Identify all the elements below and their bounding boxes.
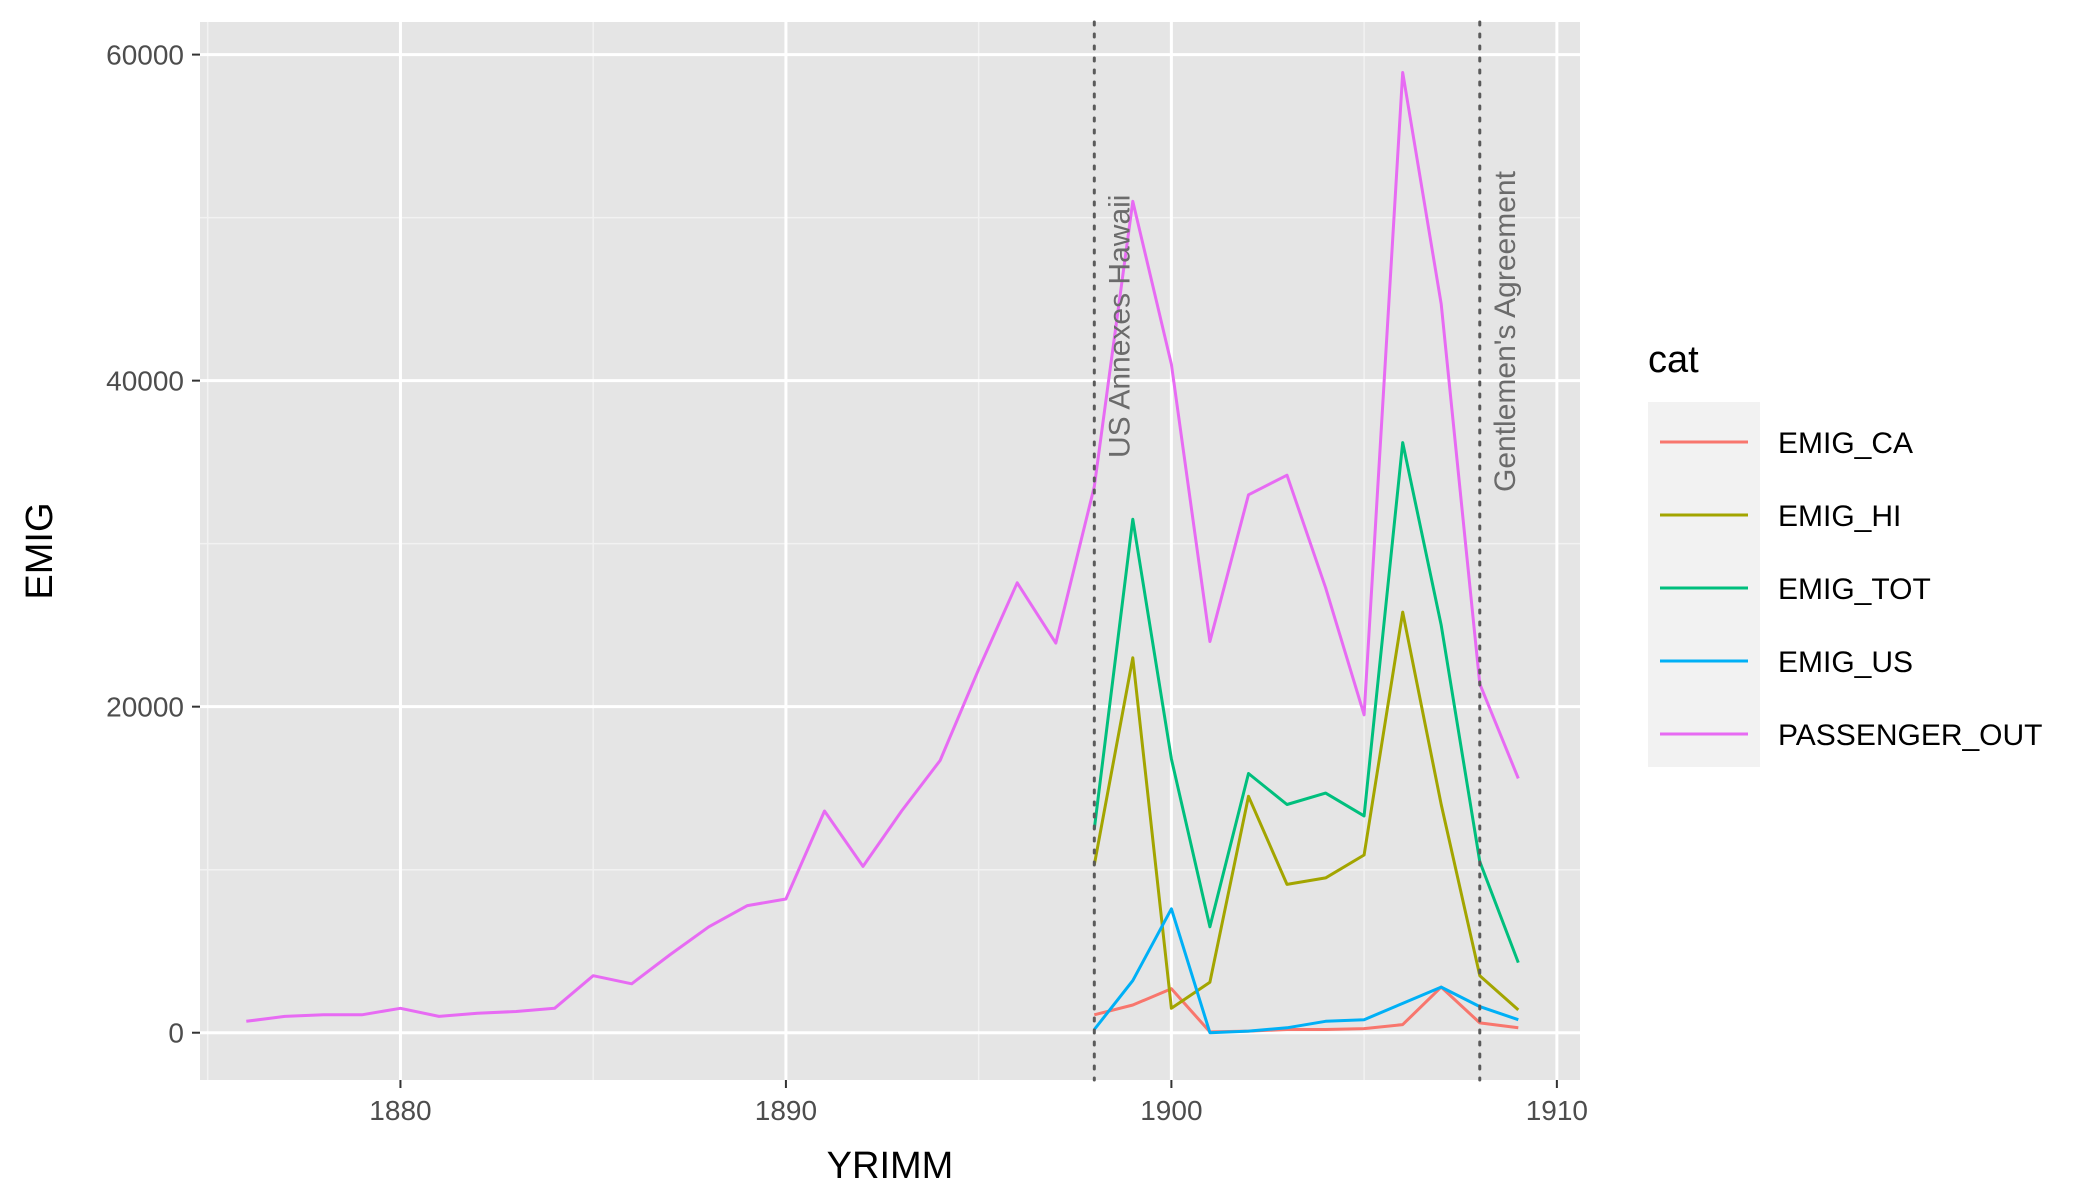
legend-key-background	[1648, 402, 1760, 767]
legend-label: EMIG_CA	[1778, 427, 1913, 460]
x-tick-label: 1880	[369, 1095, 431, 1126]
axis-ticks	[192, 53, 1558, 1088]
x-tick-labels: 1880 1890 1900 1910	[369, 1095, 1588, 1126]
minor-gridlines	[200, 22, 1580, 1080]
y-tick-label: 60000	[106, 40, 184, 71]
legend: cat EMIG_CA EMIG_HI EMIG_TOT EMIG_US PASSENG…	[1648, 339, 2043, 767]
annotation-label: US Annexes Hawaii	[1103, 195, 1136, 458]
panel-background	[200, 22, 1580, 1080]
x-axis-title: YRIMM	[827, 1145, 954, 1187]
x-tick-label: 1900	[1140, 1095, 1202, 1126]
legend-label: EMIG_TOT	[1778, 573, 1931, 606]
x-tick-label: 1890	[755, 1095, 817, 1126]
legend-label: PASSENGER_OUT	[1778, 719, 2043, 752]
series-line-emig-ca	[1093, 985, 1519, 1034]
legend-label: EMIG_HI	[1778, 500, 1901, 533]
annotation-label: Gentlemen's Agreement	[1489, 170, 1522, 492]
x-tick-label: 1910	[1526, 1095, 1588, 1126]
series-line-passenger-out	[246, 71, 1520, 1023]
series-line-emig-tot	[1092, 441, 1520, 964]
series-lines	[246, 71, 1520, 1035]
annotations: US Annexes Hawaii Gentlemen's Agreement	[1092, 20, 1522, 1082]
legend-items: EMIG_CA EMIG_HI EMIG_TOT EMIG_US PASSENGER_O…	[1660, 427, 2043, 752]
series-line-emig-hi	[1092, 610, 1520, 1012]
legend-label: EMIG_US	[1778, 646, 1913, 679]
y-tick-labels: 0 20000 40000 60000	[106, 40, 184, 1049]
y-tick-label: 40000	[106, 366, 184, 397]
legend-title: cat	[1648, 339, 1699, 381]
y-tick-label: 20000	[106, 692, 184, 723]
major-gridlines	[200, 22, 1580, 1080]
y-tick-label: 0	[168, 1018, 184, 1049]
y-axis-title: EMIG	[19, 502, 61, 599]
series-line-emig-us	[1093, 907, 1519, 1035]
